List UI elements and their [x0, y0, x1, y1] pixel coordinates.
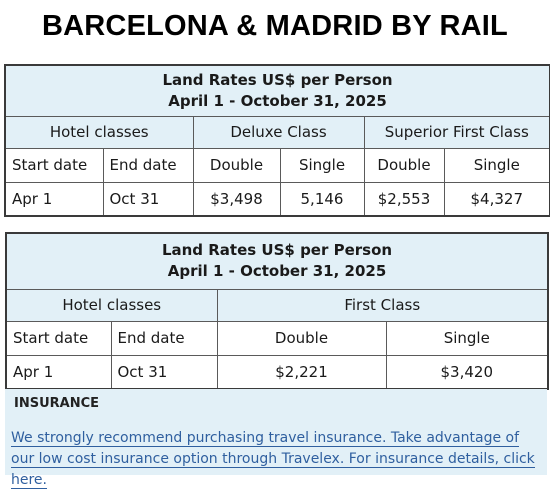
- start-date-cell: Apr 1: [4, 181, 104, 217]
- end-date-cell: Oct 31: [102, 181, 194, 217]
- start-date-header: Start date: [5, 320, 112, 356]
- hotel-classes-header: Hotel classes: [5, 288, 218, 322]
- superior-double-price: $2,553: [363, 181, 445, 217]
- deluxe-single-price: 5,146: [279, 181, 365, 217]
- insurance-title: INSURANCE: [14, 396, 100, 411]
- superior-first-class-header: Superior First Class: [363, 115, 550, 149]
- first-class-header: First Class: [216, 288, 549, 322]
- rates-table-deluxe-superior: Land Rates US$ per Person April 1 - Octo…: [4, 64, 550, 217]
- hotel-classes-header: Hotel classes: [4, 115, 194, 149]
- first-double-header: Double: [216, 320, 387, 356]
- deluxe-double-header: Double: [192, 147, 281, 183]
- start-date-cell: Apr 1: [5, 354, 112, 390]
- insurance-link[interactable]: We strongly recommend purchasing travel …: [11, 428, 541, 491]
- end-date-header: End date: [110, 320, 218, 356]
- rates-heading-line1: Land Rates US$ per Person: [161, 241, 393, 260]
- end-date-header: End date: [102, 147, 194, 183]
- first-single-price: $3,420: [385, 354, 549, 390]
- first-single-header: Single: [385, 320, 549, 356]
- first-double-price: $2,221: [216, 354, 387, 390]
- start-date-header: Start date: [4, 147, 104, 183]
- deluxe-single-header: Single: [279, 147, 365, 183]
- deluxe-double-price: $3,498: [192, 181, 281, 217]
- rates-table-first-class: Land Rates US$ per Person April 1 - Octo…: [5, 232, 550, 390]
- rates-heading-line2: April 1 - October 31, 2025: [168, 91, 387, 110]
- insurance-link-text[interactable]: We strongly recommend purchasing travel …: [11, 430, 535, 489]
- table-row: Apr 1 Oct 31 $2,221 $3,420: [5, 354, 549, 390]
- rates-heading-line1: Land Rates US$ per Person: [162, 70, 393, 89]
- end-date-cell: Oct 31: [110, 354, 218, 390]
- insurance-panel: [5, 389, 547, 475]
- table-row: Apr 1 Oct 31 $3,498 5,146 $2,553 $4,327: [4, 181, 550, 217]
- deluxe-class-header: Deluxe Class: [192, 115, 365, 149]
- superior-single-price: $4,327: [443, 181, 550, 217]
- superior-single-header: Single: [443, 147, 550, 183]
- page-title: BARCELONA & MADRID BY RAIL: [42, 10, 508, 42]
- rates-heading: Land Rates US$ per Person April 1 - Octo…: [4, 64, 550, 117]
- rates-heading-line2: April 1 - October 31, 2025: [167, 262, 387, 281]
- rates-heading: Land Rates US$ per Person April 1 - Octo…: [5, 232, 549, 290]
- superior-double-header: Double: [363, 147, 445, 183]
